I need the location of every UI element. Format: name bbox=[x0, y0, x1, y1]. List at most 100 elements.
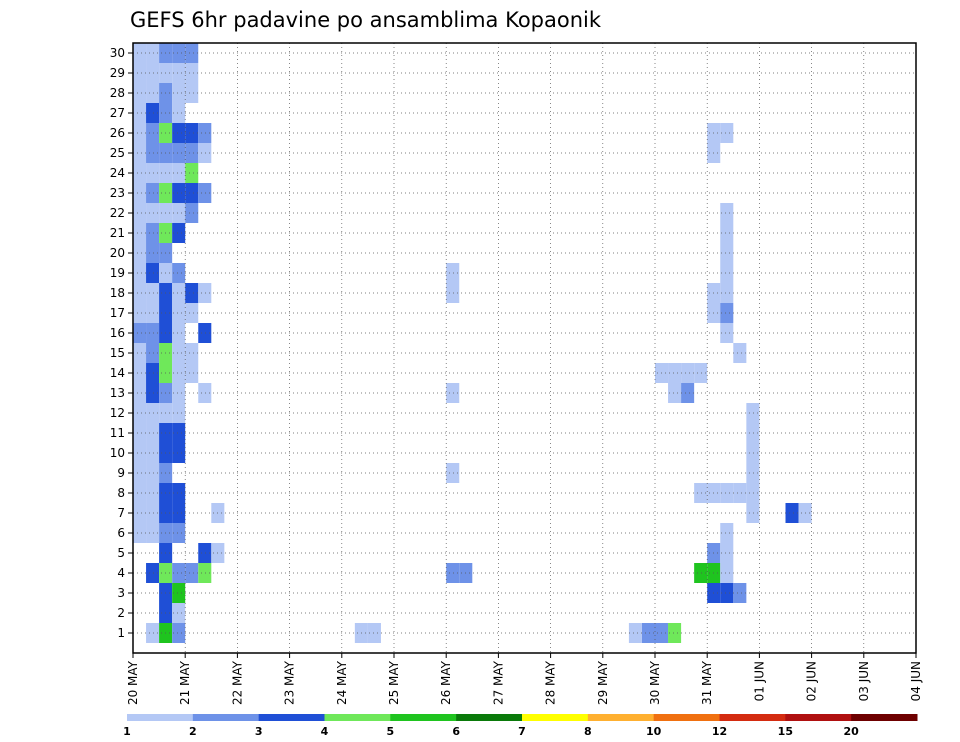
y-tick-label: 30 bbox=[110, 46, 125, 60]
legend-swatch bbox=[851, 714, 918, 721]
heatmap-cell bbox=[720, 243, 734, 263]
y-tick-label: 15 bbox=[110, 346, 125, 360]
heatmap-cell bbox=[133, 523, 147, 543]
legend-swatch bbox=[456, 714, 523, 721]
legend-swatch bbox=[258, 714, 325, 721]
x-tick-label: 03 JUN bbox=[857, 661, 871, 701]
legend-label: 6 bbox=[452, 725, 460, 738]
legend-swatch bbox=[719, 714, 786, 721]
heatmap-cell bbox=[720, 263, 734, 283]
chart-title: GEFS 6hr padavine po ansamblima Kopaonik bbox=[130, 8, 602, 32]
y-tick-label: 5 bbox=[117, 546, 125, 560]
heatmap-cell bbox=[185, 123, 199, 143]
heatmap-cell bbox=[172, 363, 186, 383]
legend-label: 4 bbox=[321, 725, 329, 738]
heatmap-cell bbox=[146, 563, 160, 583]
heatmap-cell bbox=[668, 623, 682, 643]
heatmap-cell bbox=[172, 523, 186, 543]
y-tick-label: 21 bbox=[110, 226, 125, 240]
y-tick-label: 11 bbox=[110, 426, 125, 440]
heatmap-cell bbox=[172, 323, 186, 343]
x-tick-label: 01 JUN bbox=[752, 661, 766, 701]
heatmap-cell bbox=[146, 383, 160, 403]
x-tick-label: 04 JUN bbox=[909, 661, 923, 701]
heatmap-cell bbox=[641, 623, 655, 643]
heatmap-cell bbox=[146, 163, 160, 183]
y-tick-label: 6 bbox=[117, 526, 125, 540]
x-tick-label: 20 MAY bbox=[126, 660, 140, 705]
y-tick-label: 8 bbox=[117, 486, 125, 500]
x-tick-label: 25 MAY bbox=[387, 660, 401, 705]
heatmap-cell bbox=[146, 503, 160, 523]
heatmap-cell bbox=[172, 343, 186, 363]
heatmap-cell bbox=[628, 623, 642, 643]
heatmap-cell bbox=[146, 103, 160, 123]
heatmap-cell bbox=[133, 503, 147, 523]
heatmap-cell bbox=[746, 423, 760, 443]
heatmap-cell bbox=[172, 603, 186, 623]
heatmap-cell bbox=[146, 243, 160, 263]
y-tick-label: 25 bbox=[110, 146, 125, 160]
legend-swatch bbox=[522, 714, 589, 721]
heatmap-cell bbox=[446, 463, 460, 483]
y-tick-label: 29 bbox=[110, 66, 125, 80]
heatmap-cell bbox=[172, 443, 186, 463]
heatmap-cell bbox=[185, 63, 199, 83]
heatmap-cell bbox=[146, 123, 160, 143]
heatmap-cell bbox=[146, 463, 160, 483]
heatmap-cell bbox=[185, 283, 199, 303]
legend-label: 12 bbox=[712, 725, 727, 738]
heatmap-cell bbox=[172, 43, 186, 63]
heatmap-cell bbox=[185, 343, 199, 363]
x-tick-label: 29 MAY bbox=[596, 660, 610, 705]
heatmap-cell bbox=[720, 563, 734, 583]
heatmap-cell bbox=[146, 483, 160, 503]
heatmap-cell bbox=[733, 343, 747, 363]
heatmap-cell bbox=[198, 123, 212, 143]
y-tick-label: 2 bbox=[117, 606, 125, 620]
heatmap-cell bbox=[133, 463, 147, 483]
heatmap-cell bbox=[133, 323, 147, 343]
heatmap-cell bbox=[198, 563, 212, 583]
heatmap-cell bbox=[681, 383, 695, 403]
heatmap-cell bbox=[720, 123, 734, 143]
y-tick-label: 12 bbox=[110, 406, 125, 420]
heatmap-cell bbox=[172, 63, 186, 83]
heatmap-cell bbox=[185, 143, 199, 163]
heatmap-cell bbox=[133, 143, 147, 163]
heatmap-cell bbox=[446, 263, 460, 283]
legend-label: 5 bbox=[387, 725, 395, 738]
heatmap-cell bbox=[146, 443, 160, 463]
heatmap-cell bbox=[733, 483, 747, 503]
x-tick-label: 30 MAY bbox=[648, 660, 662, 705]
heatmap-cell bbox=[172, 203, 186, 223]
heatmap-cell bbox=[133, 103, 147, 123]
heatmap-cell bbox=[146, 63, 160, 83]
heatmap-cell bbox=[720, 303, 734, 323]
legend-label: 2 bbox=[189, 725, 197, 738]
heatmap-cell bbox=[694, 483, 708, 503]
heatmap-cell bbox=[172, 483, 186, 503]
heatmap-cell bbox=[146, 143, 160, 163]
heatmap-cell bbox=[172, 583, 186, 603]
heatmap-cell bbox=[172, 123, 186, 143]
x-tick-label: 31 MAY bbox=[700, 660, 714, 705]
heatmap-cell bbox=[746, 463, 760, 483]
heatmap-cell bbox=[146, 203, 160, 223]
y-tick-label: 18 bbox=[110, 286, 125, 300]
heatmap-cell bbox=[198, 323, 212, 343]
x-tick-label: 02 JUN bbox=[805, 661, 819, 701]
heatmap-cell bbox=[694, 563, 708, 583]
legend-label: 7 bbox=[518, 725, 526, 738]
heatmap-cell bbox=[733, 583, 747, 603]
heatmap-cell bbox=[146, 183, 160, 203]
heatmap-cell bbox=[133, 63, 147, 83]
heatmap-cell bbox=[133, 43, 147, 63]
y-tick-label: 9 bbox=[117, 466, 125, 480]
heatmap-cell bbox=[198, 283, 212, 303]
heatmap-cell bbox=[133, 383, 147, 403]
y-tick-label: 16 bbox=[110, 326, 125, 340]
heatmap-cell bbox=[133, 283, 147, 303]
heatmap-cell bbox=[367, 623, 381, 643]
y-tick-label: 10 bbox=[110, 446, 125, 460]
